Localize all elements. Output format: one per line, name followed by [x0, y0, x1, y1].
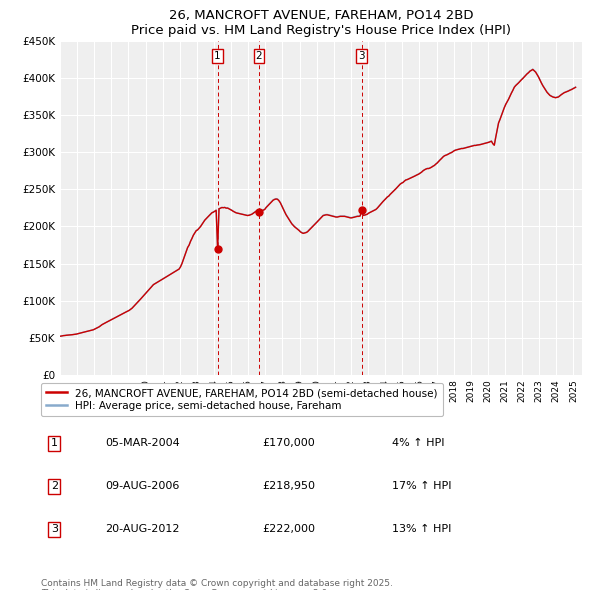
Text: 1: 1: [51, 438, 58, 448]
Text: £170,000: £170,000: [262, 438, 315, 448]
Text: 2: 2: [256, 51, 262, 61]
Text: 3: 3: [358, 51, 365, 61]
Text: 2: 2: [51, 481, 58, 491]
Text: 17% ↑ HPI: 17% ↑ HPI: [392, 481, 451, 491]
Text: 4% ↑ HPI: 4% ↑ HPI: [392, 438, 444, 448]
Text: Contains HM Land Registry data © Crown copyright and database right 2025.
This d: Contains HM Land Registry data © Crown c…: [41, 579, 392, 590]
Text: £222,000: £222,000: [262, 525, 315, 535]
Text: 05-MAR-2004: 05-MAR-2004: [106, 438, 181, 448]
Title: 26, MANCROFT AVENUE, FAREHAM, PO14 2BD
Price paid vs. HM Land Registry's House P: 26, MANCROFT AVENUE, FAREHAM, PO14 2BD P…: [131, 9, 511, 37]
Text: 3: 3: [51, 525, 58, 535]
Text: 13% ↑ HPI: 13% ↑ HPI: [392, 525, 451, 535]
Text: 20-AUG-2012: 20-AUG-2012: [106, 525, 180, 535]
Legend: 26, MANCROFT AVENUE, FAREHAM, PO14 2BD (semi-detached house), HPI: Average price: 26, MANCROFT AVENUE, FAREHAM, PO14 2BD (…: [41, 383, 443, 417]
Text: £218,950: £218,950: [262, 481, 315, 491]
Text: 1: 1: [214, 51, 221, 61]
Text: 09-AUG-2006: 09-AUG-2006: [106, 481, 180, 491]
